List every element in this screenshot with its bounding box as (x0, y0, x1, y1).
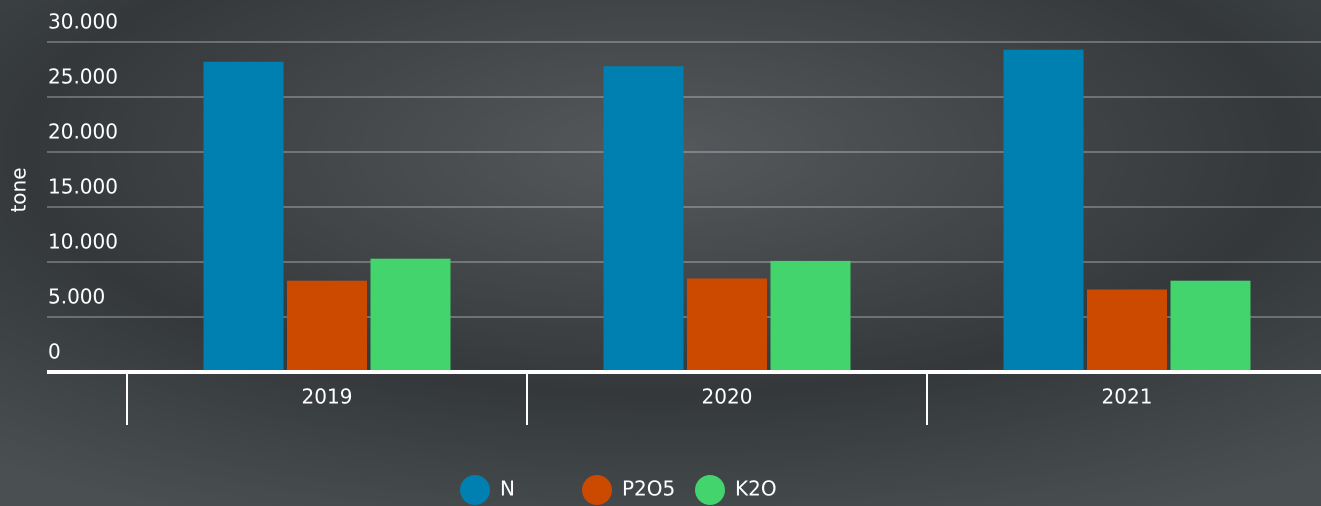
legend-label: N (500, 477, 515, 501)
bar (770, 260, 851, 372)
bar (370, 258, 451, 372)
y-tick-label: 10.000 (48, 230, 118, 254)
x-tick-label: 2020 (702, 385, 753, 409)
bar (287, 280, 367, 372)
legend-label: K2O (735, 477, 777, 501)
y-tick-label: 5.000 (48, 285, 105, 309)
bar (603, 66, 684, 372)
bar (1170, 280, 1251, 372)
bar (1003, 49, 1084, 372)
y-tick-label: 30.000 (48, 10, 118, 34)
y-axis-label: tone (7, 167, 31, 212)
legend-swatch (460, 475, 490, 505)
legend-swatch (582, 475, 612, 505)
bar (1087, 289, 1167, 372)
y-tick-label: 20.000 (48, 120, 118, 144)
bar (203, 61, 284, 373)
x-tick-label: 2019 (302, 385, 353, 409)
bar (687, 278, 767, 372)
y-tick-label: 0 (48, 340, 61, 364)
legend-swatch (695, 475, 725, 505)
y-tick-label: 25.000 (48, 65, 118, 89)
legend-label: P2O5 (622, 477, 675, 501)
x-tick-label: 2021 (1102, 385, 1153, 409)
y-tick-label: 15.000 (48, 175, 118, 199)
